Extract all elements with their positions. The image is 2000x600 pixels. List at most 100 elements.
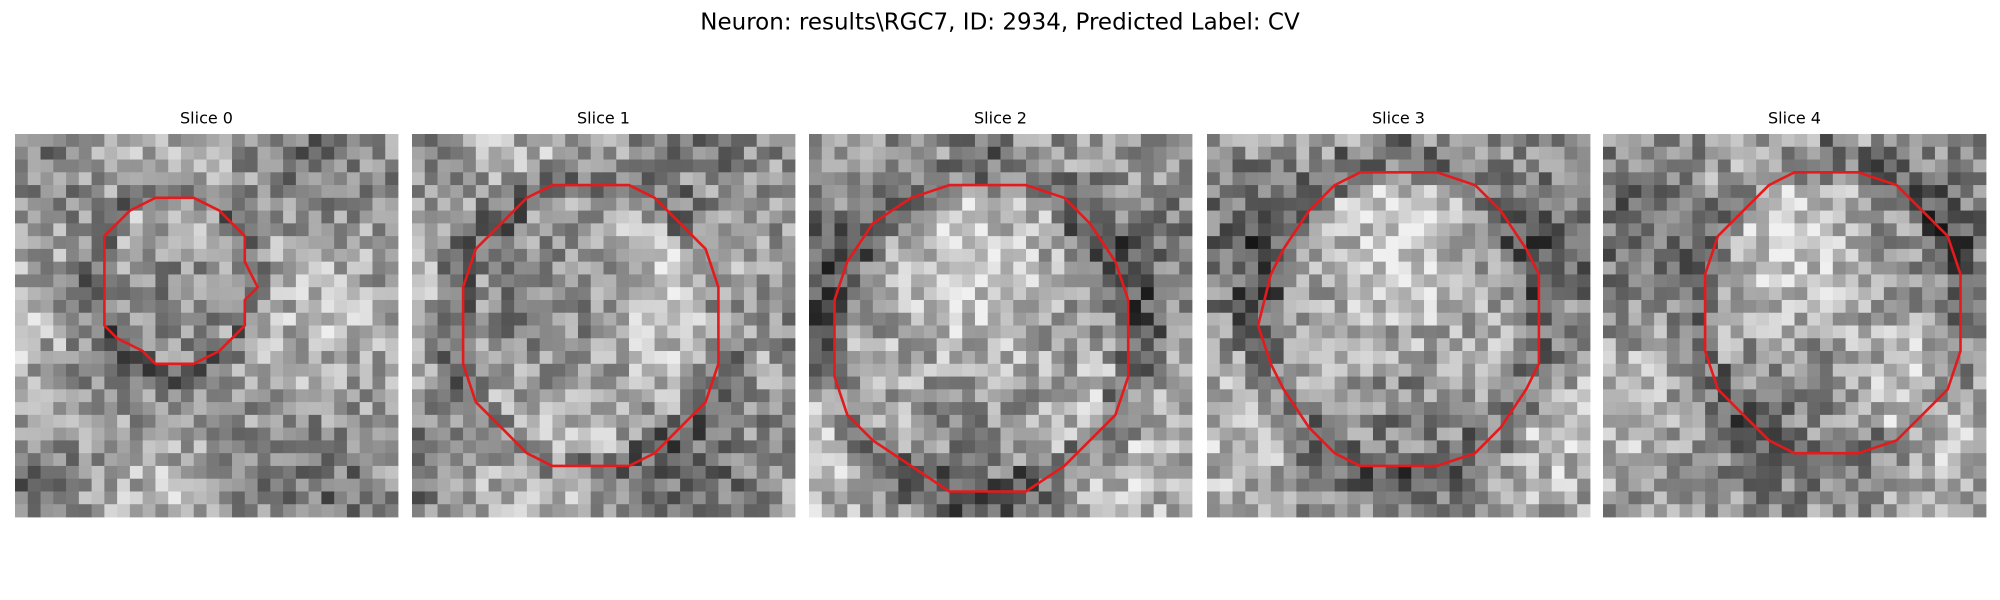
pixel (526, 236, 541, 250)
pixel (232, 287, 246, 301)
pixel (1245, 134, 1259, 148)
pixel (1153, 325, 1167, 339)
pixel (1179, 248, 1193, 263)
pixel (1089, 274, 1104, 288)
pixel (15, 274, 29, 288)
pixel (1705, 185, 1719, 199)
pixel (91, 261, 105, 275)
pixel (1538, 465, 1553, 480)
pixel (1551, 236, 1565, 250)
pixel (1871, 402, 1885, 416)
pixel (1973, 159, 1987, 173)
pixel (142, 134, 156, 148)
pixel (680, 402, 694, 416)
pixel (308, 299, 322, 314)
pixel (923, 197, 938, 211)
pixel (1013, 376, 1027, 390)
pixel (1232, 210, 1246, 224)
pixel (680, 363, 694, 377)
pixel (526, 146, 541, 160)
pixel (526, 197, 541, 211)
pixel (180, 146, 195, 160)
pixel (321, 427, 335, 441)
pixel (565, 351, 579, 365)
pixel (15, 427, 29, 441)
pixel (629, 440, 643, 454)
pixel (206, 402, 220, 416)
pixel (372, 197, 386, 211)
pixel (1717, 312, 1732, 326)
pixel (1577, 376, 1591, 390)
pixel (1526, 210, 1540, 224)
pixel (847, 389, 861, 403)
pixel (565, 248, 579, 263)
pixel (244, 248, 258, 263)
pixel (962, 491, 976, 505)
pixel (359, 134, 373, 148)
pixel (1896, 172, 1910, 186)
pixel (295, 210, 310, 224)
pixel (117, 504, 131, 518)
pixel (1102, 274, 1116, 288)
pixel (244, 134, 258, 148)
pixel (359, 491, 373, 505)
pixel (193, 134, 207, 148)
pixel (1871, 261, 1885, 275)
pixel (885, 427, 899, 441)
pixel (1794, 261, 1808, 275)
pixel (1922, 427, 1936, 441)
pixel (1270, 465, 1284, 480)
pixel (590, 389, 604, 403)
pixel (809, 325, 823, 339)
pixel (1858, 389, 1872, 403)
pixel (1500, 274, 1514, 288)
pixel (129, 236, 144, 250)
pixel (641, 414, 655, 429)
pixel (412, 453, 426, 467)
pixel (1026, 325, 1040, 339)
pixel (552, 210, 566, 224)
pixel (1666, 236, 1680, 250)
pixel (1654, 172, 1668, 186)
pixel (539, 261, 553, 275)
pixel (346, 376, 361, 390)
pixel (1309, 146, 1323, 160)
pixel (911, 478, 925, 492)
pixel (78, 159, 92, 173)
pixel (283, 376, 297, 390)
pixel (1896, 146, 1910, 160)
pixel (923, 172, 938, 186)
pixel (501, 453, 515, 467)
pixel (552, 325, 566, 339)
pixel (91, 453, 105, 467)
pixel (718, 414, 732, 429)
pixel (1551, 185, 1565, 199)
pixel (1666, 440, 1680, 454)
pixel (590, 363, 604, 377)
pixel (1845, 312, 1859, 326)
pixel (1449, 325, 1463, 339)
pixel (1730, 389, 1744, 403)
pixel (206, 185, 220, 199)
pixel (1270, 146, 1284, 160)
pixel (359, 325, 373, 339)
pixel (1115, 210, 1129, 224)
pixel (1245, 236, 1259, 250)
pixel (321, 453, 335, 467)
pixel (308, 351, 322, 365)
pixel (629, 185, 643, 199)
pixel (1360, 134, 1374, 148)
pixel (1603, 223, 1617, 237)
pixel (809, 172, 823, 186)
pixel (117, 351, 131, 365)
pixel (1283, 261, 1297, 275)
pixel (1513, 465, 1527, 480)
pixel (565, 389, 579, 403)
pixel (1551, 210, 1565, 224)
pixel (1347, 504, 1361, 518)
pixel (552, 491, 566, 505)
pixel (1232, 159, 1246, 173)
pixel (270, 223, 284, 237)
pixel (193, 338, 207, 352)
pixel (180, 440, 195, 454)
